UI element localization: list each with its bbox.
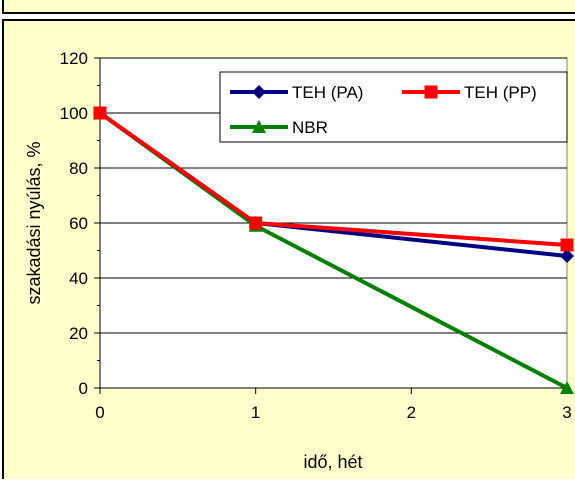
x-ticks: 0 1 2 3 <box>95 388 572 422</box>
legend-label: TEH (PA) <box>292 83 363 102</box>
legend-label: TEH (PP) <box>464 83 537 102</box>
legend-label: NBR <box>292 118 328 137</box>
y-tick-label: 80 <box>69 159 88 178</box>
data-point <box>93 106 107 120</box>
series-1 <box>93 106 574 252</box>
data-point <box>249 216 263 230</box>
data-point <box>560 249 574 263</box>
data-point <box>560 238 574 252</box>
y-tick-label: 60 <box>69 214 88 233</box>
series-layer <box>93 106 574 394</box>
legend-item: NBR <box>230 118 328 137</box>
y-tick-label: 100 <box>60 104 88 123</box>
legend-box <box>219 71 568 143</box>
top-strip <box>2 0 575 14</box>
legend-swatch-marker <box>252 85 266 99</box>
y-tick-label: 20 <box>69 324 88 343</box>
legend: TEH (PA) TEH (PP) NBR <box>219 71 568 143</box>
y-ticks: 0 20 40 60 80 100 120 <box>60 49 100 398</box>
x-axis-label: idő, hét <box>303 452 362 472</box>
data-point <box>560 381 574 394</box>
legend-item: TEH (PP) <box>402 83 537 102</box>
y-axis-label: szakadási nyúlás, % <box>24 141 44 304</box>
y-tick-label: 40 <box>69 269 88 288</box>
legend-swatch-marker <box>424 85 438 99</box>
x-tick-label: 3 <box>562 403 571 422</box>
y-tick-label: 0 <box>79 379 88 398</box>
x-tick-label: 1 <box>251 403 260 422</box>
legend-swatch-marker <box>252 120 266 133</box>
legend-item: TEH (PA) <box>230 83 363 102</box>
x-tick-label: 2 <box>407 403 416 422</box>
x-tick-label: 0 <box>95 403 104 422</box>
y-tick-label: 120 <box>60 49 88 68</box>
